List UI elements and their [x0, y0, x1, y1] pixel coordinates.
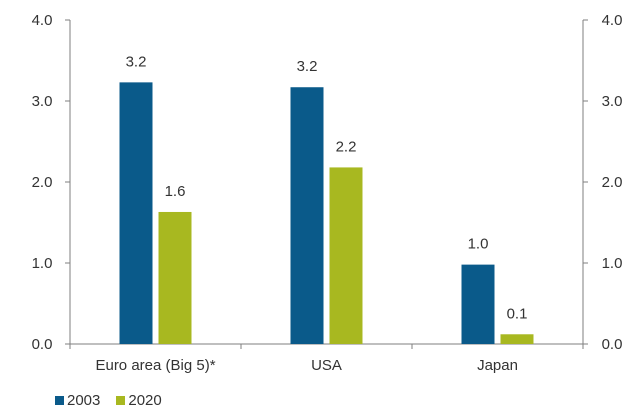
- bar-2003: [461, 264, 495, 344]
- data-label-2020: 2.2: [336, 138, 357, 155]
- x-category-label: USA: [311, 357, 342, 374]
- y-tick-label-right: 1.0: [602, 255, 623, 272]
- y-tick-label-left: 0.0: [32, 336, 53, 353]
- x-category-label: Japan: [477, 357, 518, 374]
- x-category-label: Euro area (Big 5)*: [95, 357, 215, 374]
- legend-swatch-2003: [55, 396, 64, 405]
- data-label-2020: 1.6: [165, 183, 186, 200]
- axes: 0.0 0.0 1.0 1.0 2.0 2.0 3.0 3.0 4.0 4.0 Euro area …: [32, 12, 623, 374]
- legend-swatch-2020: [116, 396, 126, 405]
- y-tick-label-left: 2.0: [32, 174, 53, 191]
- y-tick-label-left: 1.0: [32, 255, 53, 272]
- legend-item-2003: 2003: [55, 392, 100, 409]
- bar-2003: [119, 82, 153, 345]
- bar-2003: [290, 87, 324, 344]
- legend: 2003 2020: [55, 392, 162, 409]
- bar-2020: [500, 334, 534, 344]
- y-tick-label-right: 2.0: [602, 174, 623, 191]
- data-label-2003: 3.2: [297, 58, 318, 75]
- bars: [119, 82, 534, 345]
- data-label-2003: 1.0: [468, 236, 489, 253]
- y-tick-label-left: 4.0: [32, 12, 53, 29]
- y-tick-label-right: 3.0: [602, 93, 623, 110]
- data-label-2003: 3.2: [126, 53, 147, 70]
- y-tick-label-right: 0.0: [602, 336, 623, 353]
- bar-2020: [158, 211, 192, 344]
- legend-item-2020: 2020: [116, 392, 162, 409]
- data-label-2020: 0.1: [507, 305, 528, 322]
- bar-2020: [329, 167, 363, 344]
- legend-label-2020: 2020: [128, 392, 162, 409]
- data-labels: 3.2 1.6 3.2 2.2 1.0 0.1: [126, 53, 528, 322]
- y-tick-label-left: 3.0: [32, 93, 53, 110]
- y-tick-label-right: 4.0: [602, 12, 623, 29]
- legend-label-2003: 2003: [67, 392, 101, 409]
